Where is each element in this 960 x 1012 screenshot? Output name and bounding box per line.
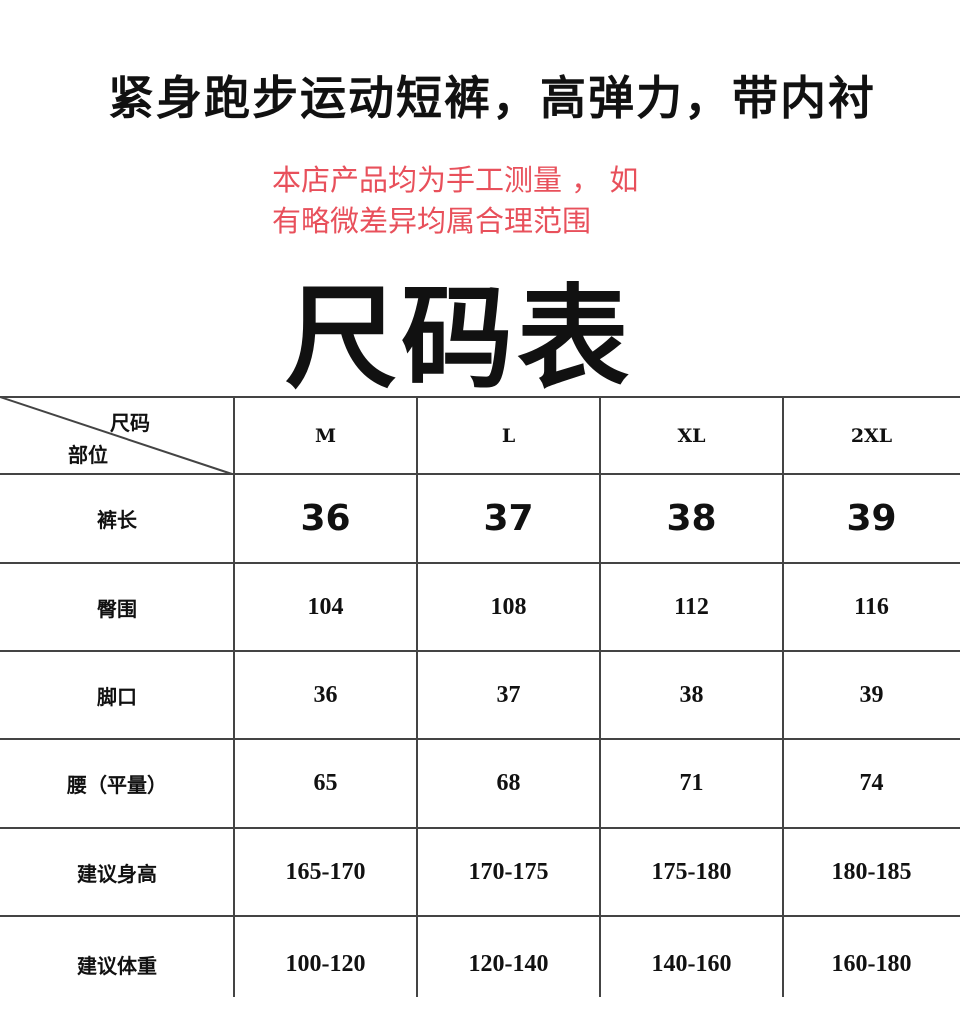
grid-row-line	[0, 827, 960, 829]
grid-row-line	[0, 915, 960, 917]
table-cell: 39	[859, 681, 884, 708]
grid-row-line	[0, 650, 960, 652]
size-table: 尺码 部位 M L XL 2XL 裤长 36 37 38 39 臀围 104 108 112 116 脚口 3…	[0, 396, 960, 997]
table-cell: 165-170	[285, 858, 366, 885]
table-cell: 170-175	[468, 858, 549, 885]
table-cell: 175-180	[651, 858, 732, 885]
grid-row-line	[0, 396, 960, 398]
table-cell: 108	[490, 593, 527, 620]
table-cell: 140-160	[651, 950, 732, 977]
corner-part-label: 部位	[68, 443, 108, 467]
row-label: 建议身高	[77, 861, 157, 886]
table-cell: 68	[496, 770, 521, 796]
row-label: 脚口	[97, 684, 137, 709]
grid-col-line	[416, 397, 418, 997]
table-cell: 74	[859, 770, 884, 796]
table-cell: 36	[313, 681, 338, 708]
size-header-l: L	[501, 424, 516, 447]
table-cell: 37	[483, 498, 534, 539]
notice-line-2: 有略微差异均属合理范围	[272, 204, 592, 238]
grid-col-line	[599, 397, 601, 997]
size-header-m: M	[314, 424, 337, 447]
size-header-xl: XL	[677, 424, 706, 447]
product-title: 紧身跑步运动短裤，高弹力，带内衬	[108, 71, 876, 125]
table-cell: 39	[846, 498, 897, 539]
row-label: 腰（平量）	[67, 773, 167, 797]
grid-row-line	[0, 562, 960, 564]
table-cell: 38	[679, 681, 704, 708]
corner-size-label: 尺码	[110, 411, 150, 435]
table-cell: 36	[300, 498, 351, 539]
grid-row-line	[0, 473, 960, 475]
table-cell: 65	[313, 770, 338, 796]
row-label: 臀围	[97, 596, 137, 621]
table-cell: 37	[496, 681, 521, 708]
table-cell: 112	[674, 593, 709, 620]
notice-line-1: 本店产品均为手工测量 ， 如	[272, 163, 639, 197]
size-chart-heading: 尺码表	[285, 274, 633, 404]
row-label: 裤长	[97, 508, 137, 532]
table-cell: 160-180	[831, 950, 912, 977]
row-label: 建议体重	[77, 953, 157, 978]
table-cell: 180-185	[831, 858, 912, 885]
grid-col-line	[233, 397, 235, 997]
grid-col-line	[782, 397, 784, 997]
grid-row-line	[0, 738, 960, 740]
table-cell: 71	[679, 770, 704, 796]
table-cell: 116	[854, 593, 889, 620]
corner-diagonal	[0, 397, 233, 475]
table-cell: 104	[307, 593, 344, 620]
table-cell: 120-140	[468, 950, 549, 977]
table-cell: 100-120	[285, 950, 366, 977]
size-header-2xl: 2XL	[850, 424, 893, 447]
table-cell: 38	[666, 498, 717, 539]
